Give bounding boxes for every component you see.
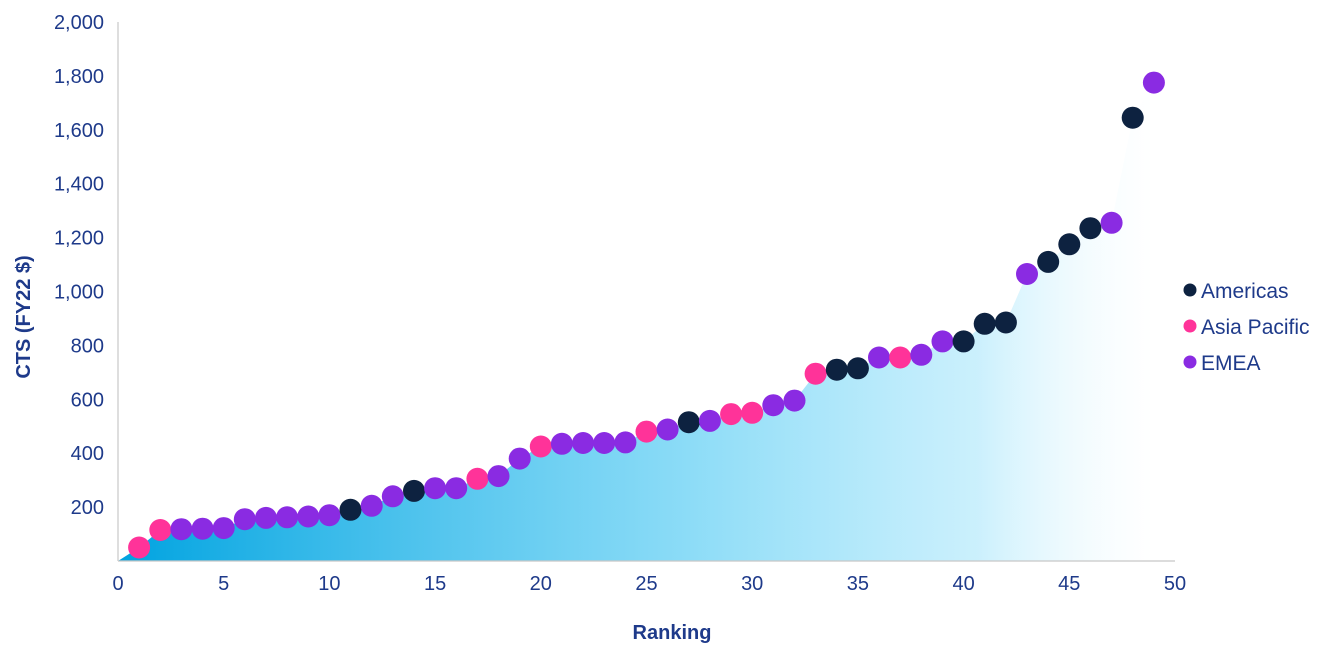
data-point-asia-pacific (466, 467, 489, 490)
y-tick-label: 1,400 (54, 174, 104, 196)
data-point-asia-pacific (149, 519, 172, 541)
x-tick-label: 5 (218, 573, 229, 595)
data-point-americas (1058, 233, 1081, 256)
data-point-emea (868, 346, 890, 369)
data-point-emea (191, 517, 214, 540)
x-tick-label: 45 (1058, 573, 1080, 595)
x-tick-label: 0 (112, 573, 123, 595)
data-point-asia-pacific (529, 435, 552, 458)
legend-label: EMEA (1201, 352, 1261, 375)
data-point-emea (360, 494, 383, 517)
data-point-emea (931, 330, 954, 353)
x-tick-label: 25 (635, 573, 657, 595)
data-point-emea (508, 447, 531, 470)
legend-label: Asia Pacific (1201, 316, 1310, 339)
data-point-americas (1037, 250, 1060, 273)
data-point-emea (255, 506, 277, 529)
data-point-asia-pacific (741, 401, 764, 424)
legend: Americas Asia Pacific EMEA (1183, 280, 1310, 375)
data-point-asia-pacific (128, 536, 151, 559)
data-point-americas (846, 357, 869, 380)
x-tick-label: 20 (530, 573, 552, 595)
data-point-americas (339, 498, 362, 521)
data-point-emea (762, 394, 785, 417)
data-point-emea (783, 389, 806, 412)
data-point-emea (1142, 71, 1165, 94)
y-tick-label: 1,800 (54, 66, 104, 88)
legend-label: Americas (1201, 280, 1289, 303)
data-point-emea (614, 431, 637, 454)
data-point-emea (297, 505, 320, 528)
data-point-americas (403, 479, 425, 502)
x-axis-title: Ranking (633, 622, 712, 644)
y-tick-label: 2,000 (54, 12, 104, 34)
y-tick-label: 1,200 (54, 228, 104, 250)
data-point-americas (1079, 217, 1102, 240)
data-point-americas (825, 358, 848, 381)
area-fill (118, 82, 1154, 561)
data-point-emea (381, 485, 404, 508)
x-tick-label: 15 (424, 573, 446, 595)
x-tick-label: 10 (318, 573, 340, 595)
data-point-asia-pacific (635, 420, 658, 443)
data-point-emea (698, 409, 721, 432)
y-tick-label: 200 (71, 497, 104, 519)
data-point-americas (952, 330, 975, 353)
data-point-americas (994, 311, 1017, 334)
data-point-emea (487, 465, 510, 488)
data-point-asia-pacific (720, 403, 743, 426)
data-point-americas (1121, 106, 1144, 129)
data-point-americas (677, 411, 700, 434)
data-point-asia-pacific (804, 362, 827, 385)
x-tick-label: 30 (741, 573, 763, 595)
data-point-emea (424, 477, 447, 500)
data-point-americas (973, 312, 996, 335)
data-point-emea (572, 432, 595, 454)
axes (117, 22, 1175, 562)
x-tick-label: 50 (1164, 573, 1186, 595)
y-tick-label: 600 (71, 389, 104, 411)
y-tick-label: 1,600 (54, 120, 104, 142)
legend-marker (1183, 319, 1197, 333)
x-tick-label: 35 (847, 573, 869, 595)
data-point-emea (593, 432, 616, 454)
data-point-emea (1100, 211, 1123, 234)
data-point-emea (656, 418, 679, 441)
legend-marker (1183, 283, 1197, 297)
data-point-emea (550, 432, 573, 455)
data-point-emea (910, 343, 933, 366)
x-tick-label: 40 (952, 573, 974, 595)
y-tick-label: 1,000 (54, 282, 104, 304)
data-point-emea (445, 477, 468, 500)
data-point-emea (1016, 263, 1038, 285)
data-point-emea (318, 504, 341, 527)
data-point-asia-pacific (889, 346, 912, 369)
data-point-emea (276, 506, 299, 529)
legend-marker (1183, 355, 1197, 369)
data-point-emea (170, 518, 193, 541)
y-axis-title: CTS (FY22 $) (13, 255, 35, 378)
data-point-emea (212, 517, 235, 540)
data-point-emea (233, 508, 256, 531)
y-tick-label: 800 (71, 335, 104, 357)
y-tick-label: 400 (71, 443, 104, 465)
